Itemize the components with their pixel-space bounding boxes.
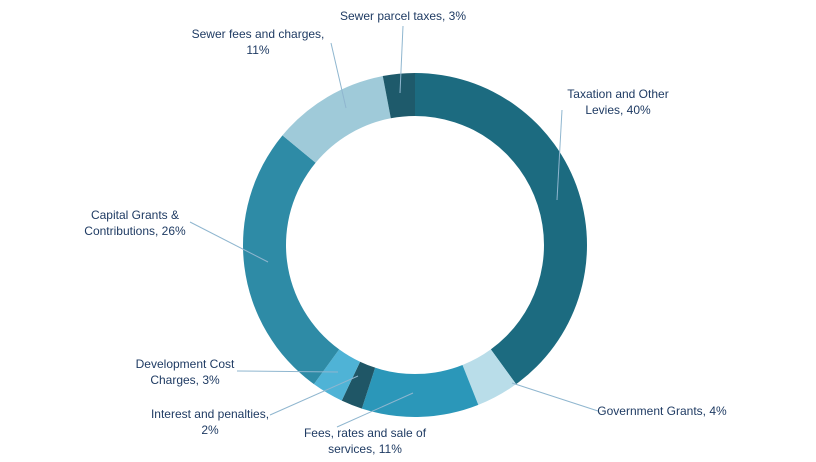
- slice-label: Sewer parcel taxes, 3%: [340, 9, 466, 23]
- slice-taxation-and-other-levies: [415, 73, 587, 385]
- slice-label-line: Levies, 40%: [585, 103, 651, 117]
- slice-capital-grants-contributions: [243, 135, 340, 385]
- slice-label-line: Fees, rates and sale of: [304, 426, 427, 440]
- leader-line: [399, 25, 404, 94]
- slice-label: Sewer fees and charges, 11%: [192, 27, 325, 57]
- slice-label-line: services, 11%: [328, 442, 402, 456]
- slice-label-line: Charges, 3%: [150, 373, 220, 387]
- slice-label: Fees, rates and sale of services, 11%: [304, 426, 427, 456]
- slice-label: Taxation and Other Levies, 40%: [567, 87, 668, 117]
- slice-sewer-parcel-taxes: [382, 73, 415, 119]
- leader-line: [330, 42, 347, 109]
- slice-label-line: 2%: [201, 423, 219, 437]
- slice-label-line: Sewer fees and charges,: [192, 27, 325, 41]
- slice-label: Development Cost Charges, 3%: [136, 357, 235, 387]
- slice-label: Interest and penalties, 2%: [151, 407, 269, 437]
- slice-label-line: Contributions, 26%: [84, 224, 186, 238]
- leader-lines: [189, 25, 599, 428]
- slice-development-cost-charges: [313, 349, 361, 401]
- slice-label-line: Sewer parcel taxes, 3%: [340, 9, 466, 23]
- slice-label-line: Taxation and Other: [567, 87, 668, 101]
- slice-labels: Taxation and Other Levies, 40% Government …: [84, 9, 727, 456]
- leader-line: [269, 375, 359, 416]
- leader-line: [236, 370, 339, 373]
- donut-slices: [243, 73, 587, 418]
- slice-label-line: 11%: [246, 43, 269, 57]
- leader-line: [556, 109, 563, 201]
- leader-line: [511, 382, 599, 412]
- slice-sewer-fees-and-charges: [282, 76, 391, 163]
- leader-line: [336, 392, 414, 428]
- slice-government-grants: [462, 349, 517, 405]
- slice-label-line: Interest and penalties,: [151, 407, 269, 421]
- slice-label-line: Capital Grants &: [91, 208, 179, 222]
- slice-label-line: Government Grants, 4%: [597, 404, 727, 418]
- slice-label-line: Development Cost: [136, 357, 235, 371]
- slice-label: Government Grants, 4%: [597, 404, 727, 418]
- slice-interest-and-penalties: [341, 361, 376, 409]
- slice-label: Capital Grants & Contributions, 26%: [84, 208, 186, 238]
- slice-fees-rates-and-sale-of-services: [361, 364, 479, 418]
- leader-line: [189, 221, 269, 263]
